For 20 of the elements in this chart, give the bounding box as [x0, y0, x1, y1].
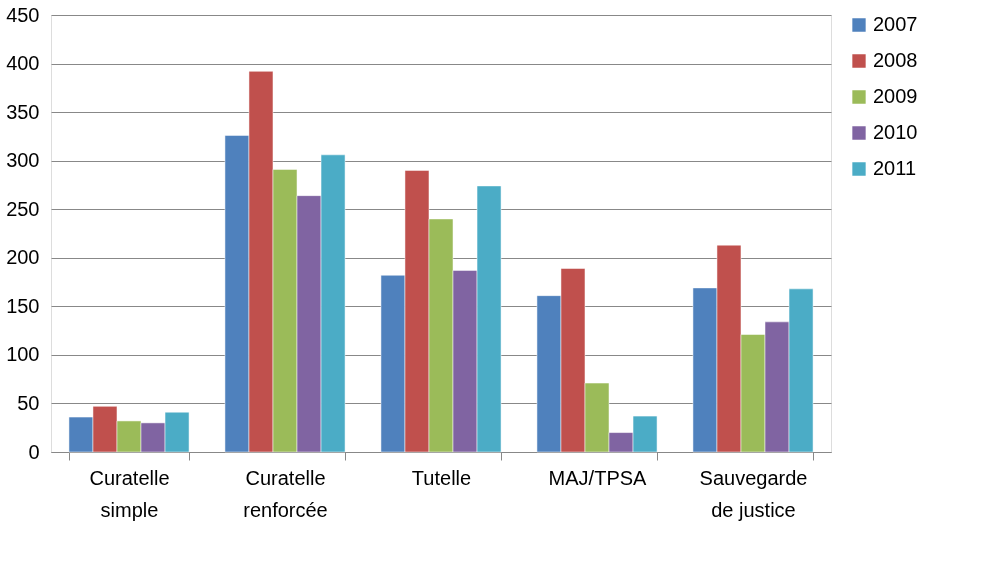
x-tick-label: Tutelle [411, 466, 472, 489]
y-tick-label: 50 [17, 391, 40, 414]
x-tick-label: Sauvegarde de justice [699, 466, 808, 521]
legend-label: 2008 [873, 49, 918, 71]
legend-label: 2010 [873, 121, 918, 143]
y-tick-label: 250 [6, 197, 40, 220]
y-tick-label: 350 [6, 100, 40, 123]
y-tick-label: 100 [6, 343, 40, 366]
legend-label: 2009 [873, 85, 918, 107]
y-tick-label: 150 [6, 294, 40, 317]
y-tick-label: 450 [6, 3, 40, 26]
y-tick-label: 300 [6, 149, 40, 172]
legend-label: 2011 [873, 157, 917, 179]
y-tick-label: 200 [6, 246, 40, 269]
x-tick-label: Curatelle simple [89, 466, 170, 521]
legend-label: 2007 [873, 13, 918, 35]
x-tick-label: Curatelle renforcée [243, 466, 328, 521]
x-tick-label: MAJ/TPSA [548, 466, 648, 489]
y-tick-label: 400 [6, 52, 40, 75]
y-tick-label: 0 [28, 440, 40, 463]
